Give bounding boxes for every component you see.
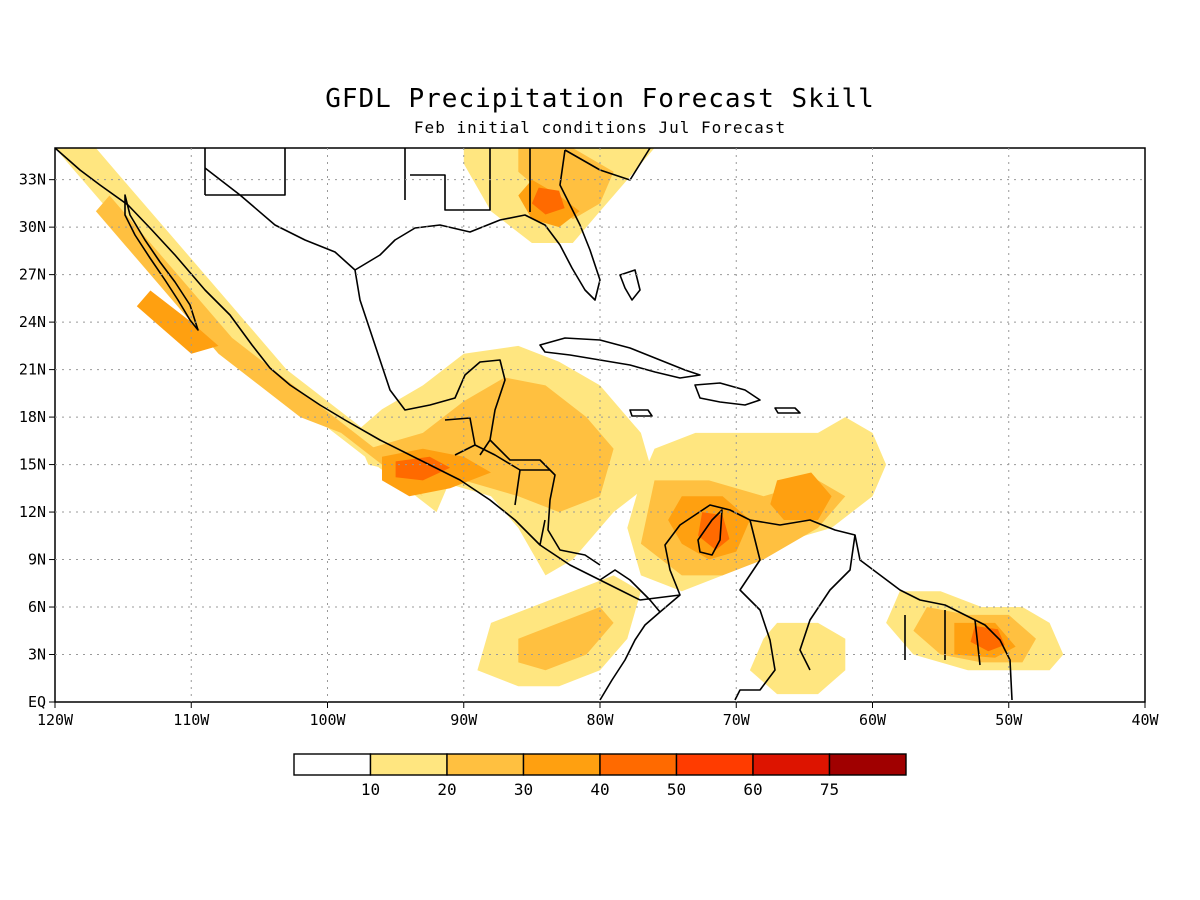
legend-swatch — [828, 753, 907, 776]
legend-label: 30 — [514, 780, 533, 799]
lon-label: 110W — [173, 711, 210, 729]
lat-label: 3N — [28, 646, 46, 664]
lat-label: 21N — [19, 361, 46, 379]
color-legend: 10 20 30 40 50 60 75 — [293, 753, 907, 799]
lat-label: 6N — [28, 598, 46, 616]
legend-swatch — [675, 753, 754, 776]
lon-label: 100W — [309, 711, 346, 729]
skill-region-2 — [55, 148, 451, 513]
skill-region-10 — [518, 148, 614, 220]
longitude-labels: 120W 110W 100W 90W 80W 70W 60W 50W 40W — [37, 702, 1160, 729]
skill-contours — [55, 148, 1064, 695]
skill-region-18 — [136, 290, 219, 354]
skill-region-6 — [749, 622, 846, 695]
chart-title: GFDL Precipitation Forecast Skill — [325, 84, 875, 114]
skill-region-12 — [518, 607, 614, 671]
lat-label: 30N — [19, 218, 46, 236]
lat-label: 12N — [19, 503, 46, 521]
chart-subtitle: Feb initial conditions Jul Forecast — [413, 118, 787, 137]
coastlines — [54, 147, 1013, 701]
lat-label: EQ — [28, 693, 46, 711]
lat-label: 33N — [19, 171, 46, 189]
map-gridlines — [55, 148, 1145, 702]
skill-region-19 — [395, 456, 451, 481]
legend-swatch — [293, 753, 372, 776]
latitude-labels: EQ 3N 6N 9N 12N 15N 18N 21N 24N 27N 30N 33N — [19, 171, 55, 711]
skill-region-15 — [770, 472, 832, 520]
lon-label: 90W — [450, 711, 478, 729]
legend-swatch — [599, 753, 678, 776]
lon-label: 50W — [995, 711, 1023, 729]
lon-label: 70W — [723, 711, 751, 729]
legend-swatch — [369, 753, 448, 776]
lat-label: 9N — [28, 551, 46, 569]
legend-label: 75 — [820, 780, 839, 799]
skill-region-22 — [531, 187, 565, 215]
legend-swatch — [522, 753, 601, 776]
skill-region-21 — [970, 626, 1005, 652]
legend-label: 20 — [437, 780, 456, 799]
legend-label: 10 — [361, 780, 380, 799]
legend-label: 50 — [667, 780, 686, 799]
lon-label: 80W — [586, 711, 614, 729]
lon-label: 60W — [859, 711, 887, 729]
legend-label: 60 — [743, 780, 762, 799]
skill-region-7 — [368, 377, 614, 513]
lat-label: 15N — [19, 456, 46, 474]
lon-label: 120W — [37, 711, 74, 729]
legend-label: 40 — [590, 780, 609, 799]
lon-label: 40W — [1131, 711, 1159, 729]
legend-swatch — [446, 753, 525, 776]
lat-label: 27N — [19, 266, 46, 284]
lat-label: 24N — [19, 313, 46, 331]
lat-label: 18N — [19, 408, 46, 426]
legend-swatch — [752, 753, 831, 776]
